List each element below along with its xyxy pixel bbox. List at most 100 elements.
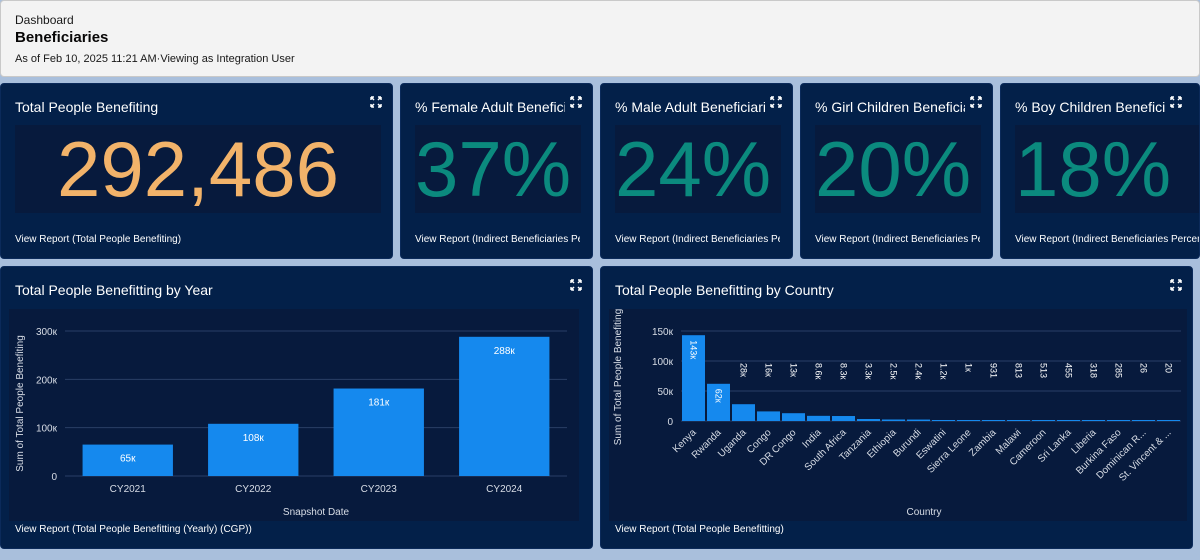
data-label: 285 <box>1114 363 1124 378</box>
page-title: Beneficiaries <box>15 29 109 46</box>
y-tick-label: 50к <box>658 387 674 398</box>
x-tick-label: Uganda <box>716 427 749 460</box>
bar <box>1157 420 1180 421</box>
data-label: 143к <box>689 340 699 359</box>
expand-icon[interactable] <box>570 96 582 108</box>
view-report-link[interactable]: View Report (Total People Benefitting) <box>615 524 784 535</box>
data-label: 1к <box>964 363 974 372</box>
country-chart-card: Total People Benefitting by Country Sum … <box>600 266 1193 549</box>
expand-icon[interactable] <box>570 279 582 291</box>
data-label: 2.5к <box>889 363 899 380</box>
bar <box>1057 420 1080 421</box>
year-chart-card: Total People Benefitting by Year Sum of … <box>0 266 593 549</box>
data-label: 931 <box>989 363 999 378</box>
metric-value-box: 18% <box>1015 125 1199 213</box>
metric-card-title: % Boy Children Beneficiaries <box>1015 99 1165 115</box>
metric-value: 37% <box>415 125 572 213</box>
data-label: 513 <box>1039 363 1049 378</box>
bar <box>957 420 980 421</box>
data-label: 181к <box>368 398 390 409</box>
bar <box>832 416 855 421</box>
data-label: 28к <box>739 363 749 377</box>
bar <box>1132 420 1155 421</box>
year-chart-area: Sum of Total People Benefiting 0 100к 200к 3… <box>9 309 579 521</box>
y-tick-label: 300к <box>36 327 58 338</box>
data-label: 13к <box>789 363 799 377</box>
bar <box>1107 420 1130 421</box>
bar <box>1082 420 1105 421</box>
data-label: 318 <box>1089 363 1099 378</box>
dashboard-subtitle: As of Feb 10, 2025 11:21 AM·Viewing as I… <box>15 53 295 65</box>
year-bar-chart: Sum of Total People Benefiting 0 100к 200к 3… <box>15 327 567 518</box>
data-label: 288к <box>494 346 516 357</box>
data-label: 65к <box>120 454 136 465</box>
metric-card-title: % Female Adult Beneficiaries <box>415 99 565 115</box>
metric-card-male-adult: % Male Adult Beneficiaries 24% View Repo… <box>600 83 793 259</box>
bar <box>807 415 830 421</box>
data-label: 813 <box>1014 363 1024 378</box>
y-tick-label: 200к <box>36 375 58 386</box>
expand-icon[interactable] <box>770 96 782 108</box>
dashboard-header: Dashboard Beneficiaries As of Feb 10, 20… <box>0 0 1200 77</box>
expand-icon[interactable] <box>370 96 382 108</box>
metric-value-box: 37% <box>415 125 581 213</box>
country-bar-chart: Sum of Total People Benefiting 0 50к 100к 15… <box>613 309 1181 518</box>
y-axis-label: Sum of Total People Benefiting <box>613 309 624 445</box>
data-label: 3.3к <box>864 363 874 380</box>
y-tick-label: 0 <box>51 472 57 483</box>
view-report-link[interactable]: View Report (Total People Benefiting) <box>15 234 182 245</box>
expand-icon[interactable] <box>970 96 982 108</box>
view-report-link[interactable]: View Report (Indirect Beneficiaries Perc… <box>815 234 980 245</box>
chart-title: Total People Benefitting by Year <box>15 282 213 298</box>
view-report-link[interactable]: View Report (Indirect Beneficiaries Perc… <box>1015 234 1199 245</box>
data-label: 108к <box>243 433 265 444</box>
metric-value: 20% <box>815 125 972 213</box>
bar <box>732 404 755 421</box>
metric-value-box: 24% <box>615 125 781 213</box>
country-chart-area: Sum of Total People Benefiting 0 50к 100к 15… <box>609 309 1187 521</box>
metric-card-title: Total People Benefiting <box>15 99 159 115</box>
y-axis-label: Sum of Total People Benefiting <box>15 335 26 472</box>
bar <box>857 419 880 421</box>
data-label: 62к <box>714 389 724 403</box>
bar <box>333 388 424 476</box>
data-label: 1.2к <box>939 363 949 380</box>
expand-icon[interactable] <box>1170 96 1182 108</box>
bar <box>682 335 705 421</box>
bar <box>1007 420 1030 421</box>
bar <box>707 383 730 421</box>
y-tick-label: 150к <box>652 327 674 338</box>
bar <box>932 420 955 421</box>
bar <box>208 423 299 476</box>
metric-card-total-people: Total People Benefiting 292,486 View Rep… <box>0 83 393 259</box>
metric-card-boy-children: % Boy Children Beneficiaries 18% View Re… <box>1000 83 1200 259</box>
metric-value: 292,486 <box>57 125 339 213</box>
data-label: 8.6к <box>814 363 824 380</box>
metric-card-girl-children: % Girl Children Beneficiaries 20% View R… <box>800 83 993 259</box>
x-tick-label: CY2024 <box>486 484 523 495</box>
metric-value: 24% <box>615 125 772 213</box>
y-tick-label: 100к <box>652 357 674 368</box>
data-label: 16к <box>764 363 774 377</box>
y-tick-label: 100к <box>36 424 58 435</box>
bar <box>982 420 1005 421</box>
bar <box>882 419 905 421</box>
bar <box>782 413 805 421</box>
x-axis-label: Country <box>906 507 941 518</box>
view-report-link[interactable]: View Report (Indirect Beneficiaries Perc… <box>415 234 580 245</box>
view-report-link[interactable]: View Report (Indirect Beneficiaries Perc… <box>615 234 780 245</box>
x-tick-label: CY2021 <box>110 484 147 495</box>
data-label: 26 <box>1139 363 1149 373</box>
data-label: 8.3к <box>839 363 849 380</box>
data-label: 2.4к <box>914 363 924 380</box>
bar <box>82 444 173 476</box>
metric-value-box: 20% <box>815 125 981 213</box>
x-tick-label: CY2023 <box>361 484 398 495</box>
x-tick-label: CY2022 <box>235 484 272 495</box>
metric-card-title: % Male Adult Beneficiaries <box>615 99 765 115</box>
view-report-link[interactable]: View Report (Total People Benefitting (Y… <box>15 524 252 535</box>
data-label: 20 <box>1164 363 1174 373</box>
expand-icon[interactable] <box>1170 279 1182 291</box>
data-label: 455 <box>1064 363 1074 378</box>
metric-card-title: % Girl Children Beneficiaries <box>815 99 965 115</box>
